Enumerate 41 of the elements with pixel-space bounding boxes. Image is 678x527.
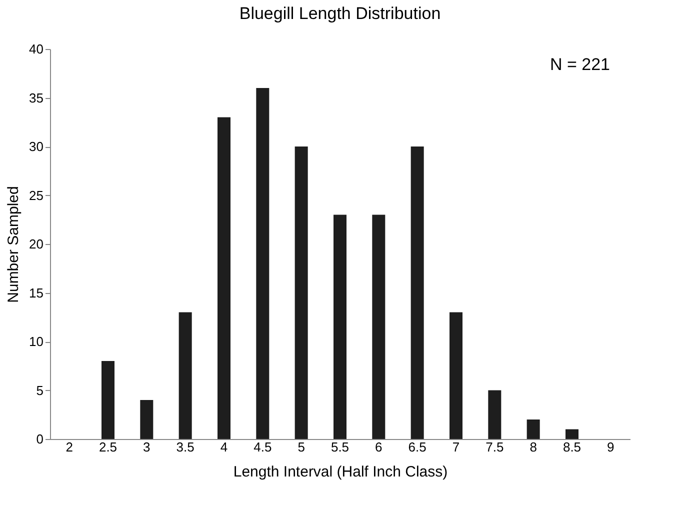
- x-tick-label: 3.5: [176, 440, 194, 454]
- x-tick-label: 4.5: [254, 440, 272, 454]
- bar: [256, 88, 270, 439]
- annotation: N = 221: [550, 55, 610, 74]
- y-axis-title: Number Sampled: [5, 186, 22, 303]
- y-tick-label: 5: [36, 382, 44, 398]
- x-tick-label: 5.5: [330, 440, 350, 454]
- x-tick-label: 4: [220, 440, 228, 454]
- x-tick-label: 6.5: [408, 440, 426, 454]
- bar: [566, 429, 578, 439]
- x-tick-label: 7.5: [486, 440, 504, 454]
- x-tick-label: 8: [530, 440, 537, 454]
- bar: [372, 214, 386, 439]
- x-tick-label: 2.5: [98, 440, 118, 454]
- y-tick-label: 15: [29, 285, 44, 300]
- bar: [140, 400, 154, 439]
- bar: [410, 146, 424, 439]
- bar: [334, 214, 346, 439]
- chart-title: Bluegill Length Distribution: [239, 4, 441, 23]
- x-axis-title: Length Interval (Half Inch Class): [233, 464, 448, 480]
- y-tick-label: 0: [36, 432, 44, 446]
- bar: [218, 117, 230, 439]
- bar: [526, 420, 540, 439]
- y-tick-label: 35: [29, 90, 44, 106]
- y-tick-label: 40: [29, 42, 44, 56]
- y-tick-label: 20: [29, 236, 44, 252]
- bar: [102, 361, 114, 439]
- bar: [294, 146, 308, 439]
- x-tick-label: 7: [452, 440, 460, 454]
- x-tick-label: 3: [143, 440, 150, 454]
- y-tick-label: 10: [29, 334, 44, 349]
- x-tick-label: 8.5: [562, 440, 582, 454]
- bar: [178, 312, 192, 439]
- y-tick-label: 25: [29, 188, 44, 203]
- x-tick-label: 2: [66, 440, 73, 454]
- x-tick-label: 9: [607, 440, 614, 454]
- x-tick-label: 6: [375, 440, 382, 454]
- bar: [488, 390, 502, 439]
- x-tick-label: 5: [298, 440, 305, 454]
- y-tick-label: 30: [29, 139, 44, 154]
- bar: [450, 312, 462, 439]
